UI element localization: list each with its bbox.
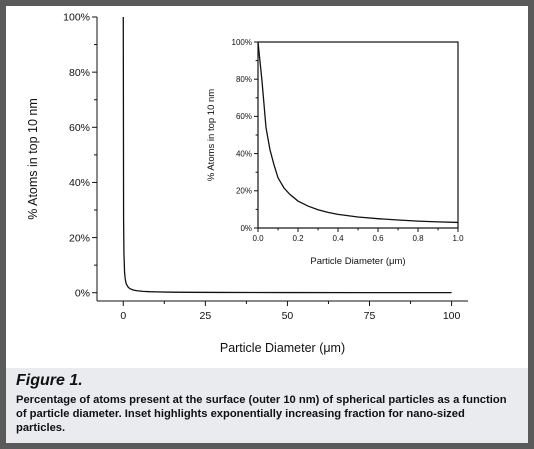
inset-x-tick-label: 0.8 [412, 234, 424, 243]
main-x-tick-label: 50 [282, 310, 294, 322]
inset-x-tick-label: 0.2 [292, 234, 304, 243]
inset-x-tick-label: 0.0 [252, 234, 264, 243]
inset-series-line [258, 41, 458, 224]
main-y-tick-label: 100% [63, 12, 90, 24]
main-x-tick-label: 25 [200, 310, 212, 322]
main-x-tick-label: 75 [364, 310, 376, 322]
inset-x-tick-label: 0.6 [372, 234, 384, 243]
main-series-line [122, 16, 452, 294]
figure-label: Figure 1. [16, 372, 83, 389]
inset-y-tick-label: 60% [236, 112, 252, 121]
inset-y-tick-label: 20% [236, 187, 252, 196]
inset-y-tick-label: 80% [236, 75, 252, 84]
main-x-tick-label: 100 [443, 310, 461, 322]
main-y-tick-label: 40% [69, 177, 90, 189]
chart-svg: 0% 20% 40% 60% 80% 100% 0 25 50 75 100 Particle Dia… [26, 12, 468, 355]
inset-x-axis-label: Particle Diameter (μm) [310, 256, 405, 267]
inset-x-tick-label: 1.0 [452, 234, 464, 243]
main-y-tick-label: 80% [69, 67, 90, 79]
inset-y-tick-label: 40% [236, 149, 252, 158]
figure-caption: Figure 1. Percentage of atoms present at… [6, 368, 528, 443]
main-y-tick-label: 20% [69, 232, 90, 244]
main-y-tick-label: 0% [75, 287, 90, 299]
chart-area: 0% 20% 40% 60% 80% 100% 0 25 50 75 100 Particle Dia… [6, 6, 528, 368]
main-y-axis-label: % Atoms in top 10 nm [26, 98, 40, 220]
caption-text: Percentage of atoms present at the surfa… [16, 394, 507, 434]
inset-x-tick-label: 0.4 [332, 234, 344, 243]
main-y-tick-label: 60% [69, 122, 90, 134]
inset-plot-frame [257, 41, 459, 229]
inset-y-axis-label: % Atoms in top 10 nm [206, 89, 217, 181]
inset-y-tick-label: 100% [232, 38, 252, 47]
figure-frame: 0% 20% 40% 60% 80% 100% 0 25 50 75 100 Particle Dia… [6, 6, 528, 443]
main-x-axis-label: Particle Diameter (μm) [220, 341, 345, 355]
main-x-tick-label: 0 [120, 310, 126, 322]
inset-y-tick-label: 0% [240, 224, 252, 233]
